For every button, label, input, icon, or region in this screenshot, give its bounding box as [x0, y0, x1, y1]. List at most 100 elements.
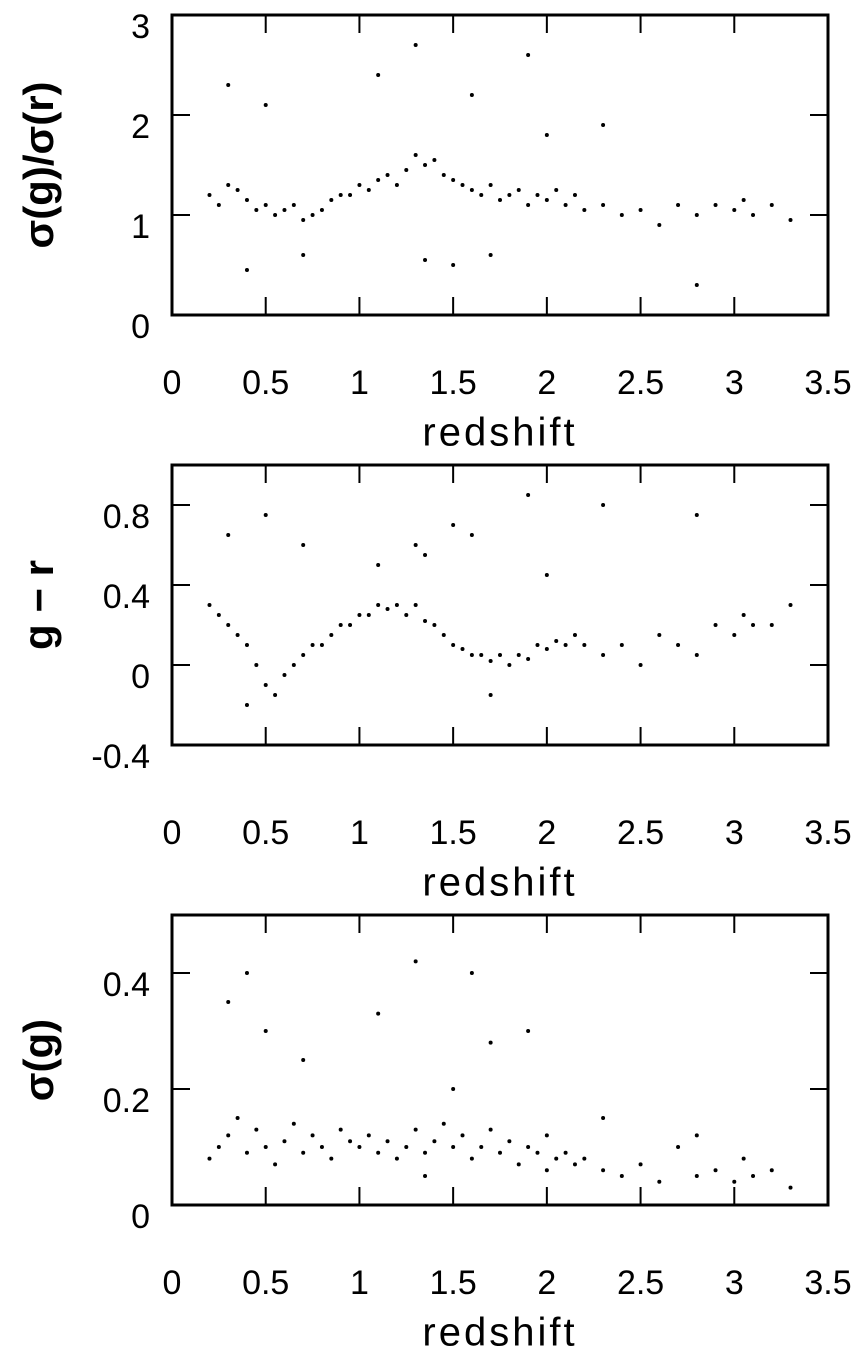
point	[413, 543, 418, 547]
point	[413, 603, 418, 607]
point	[554, 639, 559, 643]
x-tick-label: 0.5	[242, 814, 289, 852]
point	[404, 168, 409, 172]
x-tick-label: 3	[725, 364, 744, 402]
x-tick-label: 2	[537, 814, 556, 852]
point	[694, 283, 699, 287]
point	[601, 1116, 606, 1120]
point	[751, 213, 756, 217]
point	[282, 1139, 287, 1144]
point	[235, 633, 240, 637]
point	[713, 203, 718, 207]
point	[469, 971, 474, 975]
point	[310, 643, 315, 647]
point	[516, 653, 521, 657]
point	[788, 603, 793, 607]
point	[263, 1145, 268, 1149]
y-tick-label: 0.8	[103, 498, 150, 536]
point	[441, 1121, 446, 1126]
point	[348, 193, 353, 197]
point	[694, 513, 699, 517]
point	[394, 183, 399, 187]
point	[244, 198, 249, 202]
point	[619, 643, 624, 647]
point	[385, 607, 390, 611]
point	[544, 1168, 549, 1173]
point	[273, 693, 278, 697]
point	[235, 1116, 240, 1120]
x-tick-label: 0	[163, 814, 182, 852]
x-axis-title: redshift	[422, 1311, 577, 1353]
point	[413, 43, 418, 47]
point	[301, 1058, 306, 1062]
point	[226, 1133, 231, 1138]
x-tick-label: 2.5	[617, 814, 664, 852]
point	[469, 93, 474, 97]
point	[544, 133, 549, 137]
point	[657, 1179, 662, 1184]
point	[732, 633, 737, 637]
point	[423, 619, 428, 623]
point	[404, 613, 409, 617]
y-tick-label: 1	[131, 208, 150, 246]
point	[507, 1139, 512, 1144]
x-tick-label: 1.5	[430, 1264, 477, 1302]
point	[526, 1145, 531, 1149]
point	[366, 1133, 371, 1138]
point	[469, 188, 474, 192]
point	[301, 253, 306, 257]
point	[376, 178, 381, 182]
point	[563, 1150, 568, 1155]
x-tick-label: 1	[350, 814, 369, 852]
point	[348, 1139, 353, 1144]
point	[751, 1174, 756, 1178]
point	[694, 653, 699, 657]
point	[432, 1139, 437, 1144]
point	[488, 183, 493, 187]
point	[394, 603, 399, 607]
point	[572, 633, 577, 637]
point	[451, 178, 456, 182]
point	[376, 1150, 381, 1155]
point	[526, 203, 531, 207]
point	[638, 208, 643, 212]
point	[451, 523, 456, 527]
point	[498, 198, 502, 202]
x-tick-label: 3.5	[804, 1264, 851, 1302]
point	[423, 1174, 428, 1178]
point	[582, 1156, 587, 1161]
x-tick-label: 2.5	[617, 1264, 664, 1302]
point	[769, 623, 774, 627]
point	[601, 203, 606, 207]
plot-frame	[170, 913, 830, 1207]
x-tick-label: 3	[725, 814, 744, 852]
y-tick-label: -0.4	[91, 738, 150, 776]
point	[263, 683, 268, 687]
point	[469, 533, 474, 537]
point	[263, 1029, 268, 1033]
point	[282, 673, 287, 677]
point	[479, 1145, 484, 1149]
point	[563, 643, 568, 647]
point	[423, 1150, 428, 1155]
point	[263, 203, 268, 207]
point	[319, 1145, 324, 1149]
point	[601, 503, 606, 507]
point	[226, 83, 231, 87]
point	[263, 513, 268, 517]
point	[516, 1162, 521, 1167]
point	[254, 663, 259, 667]
point	[338, 623, 343, 627]
point	[310, 213, 315, 217]
point	[479, 193, 484, 197]
point	[338, 1127, 343, 1132]
point	[254, 1127, 259, 1132]
point	[563, 203, 568, 207]
point	[441, 173, 446, 177]
point	[385, 173, 390, 177]
point	[226, 1000, 231, 1004]
y-axis-title: σ(g)/σ(r)	[15, 81, 62, 248]
x-axis-title: redshift	[422, 861, 577, 905]
